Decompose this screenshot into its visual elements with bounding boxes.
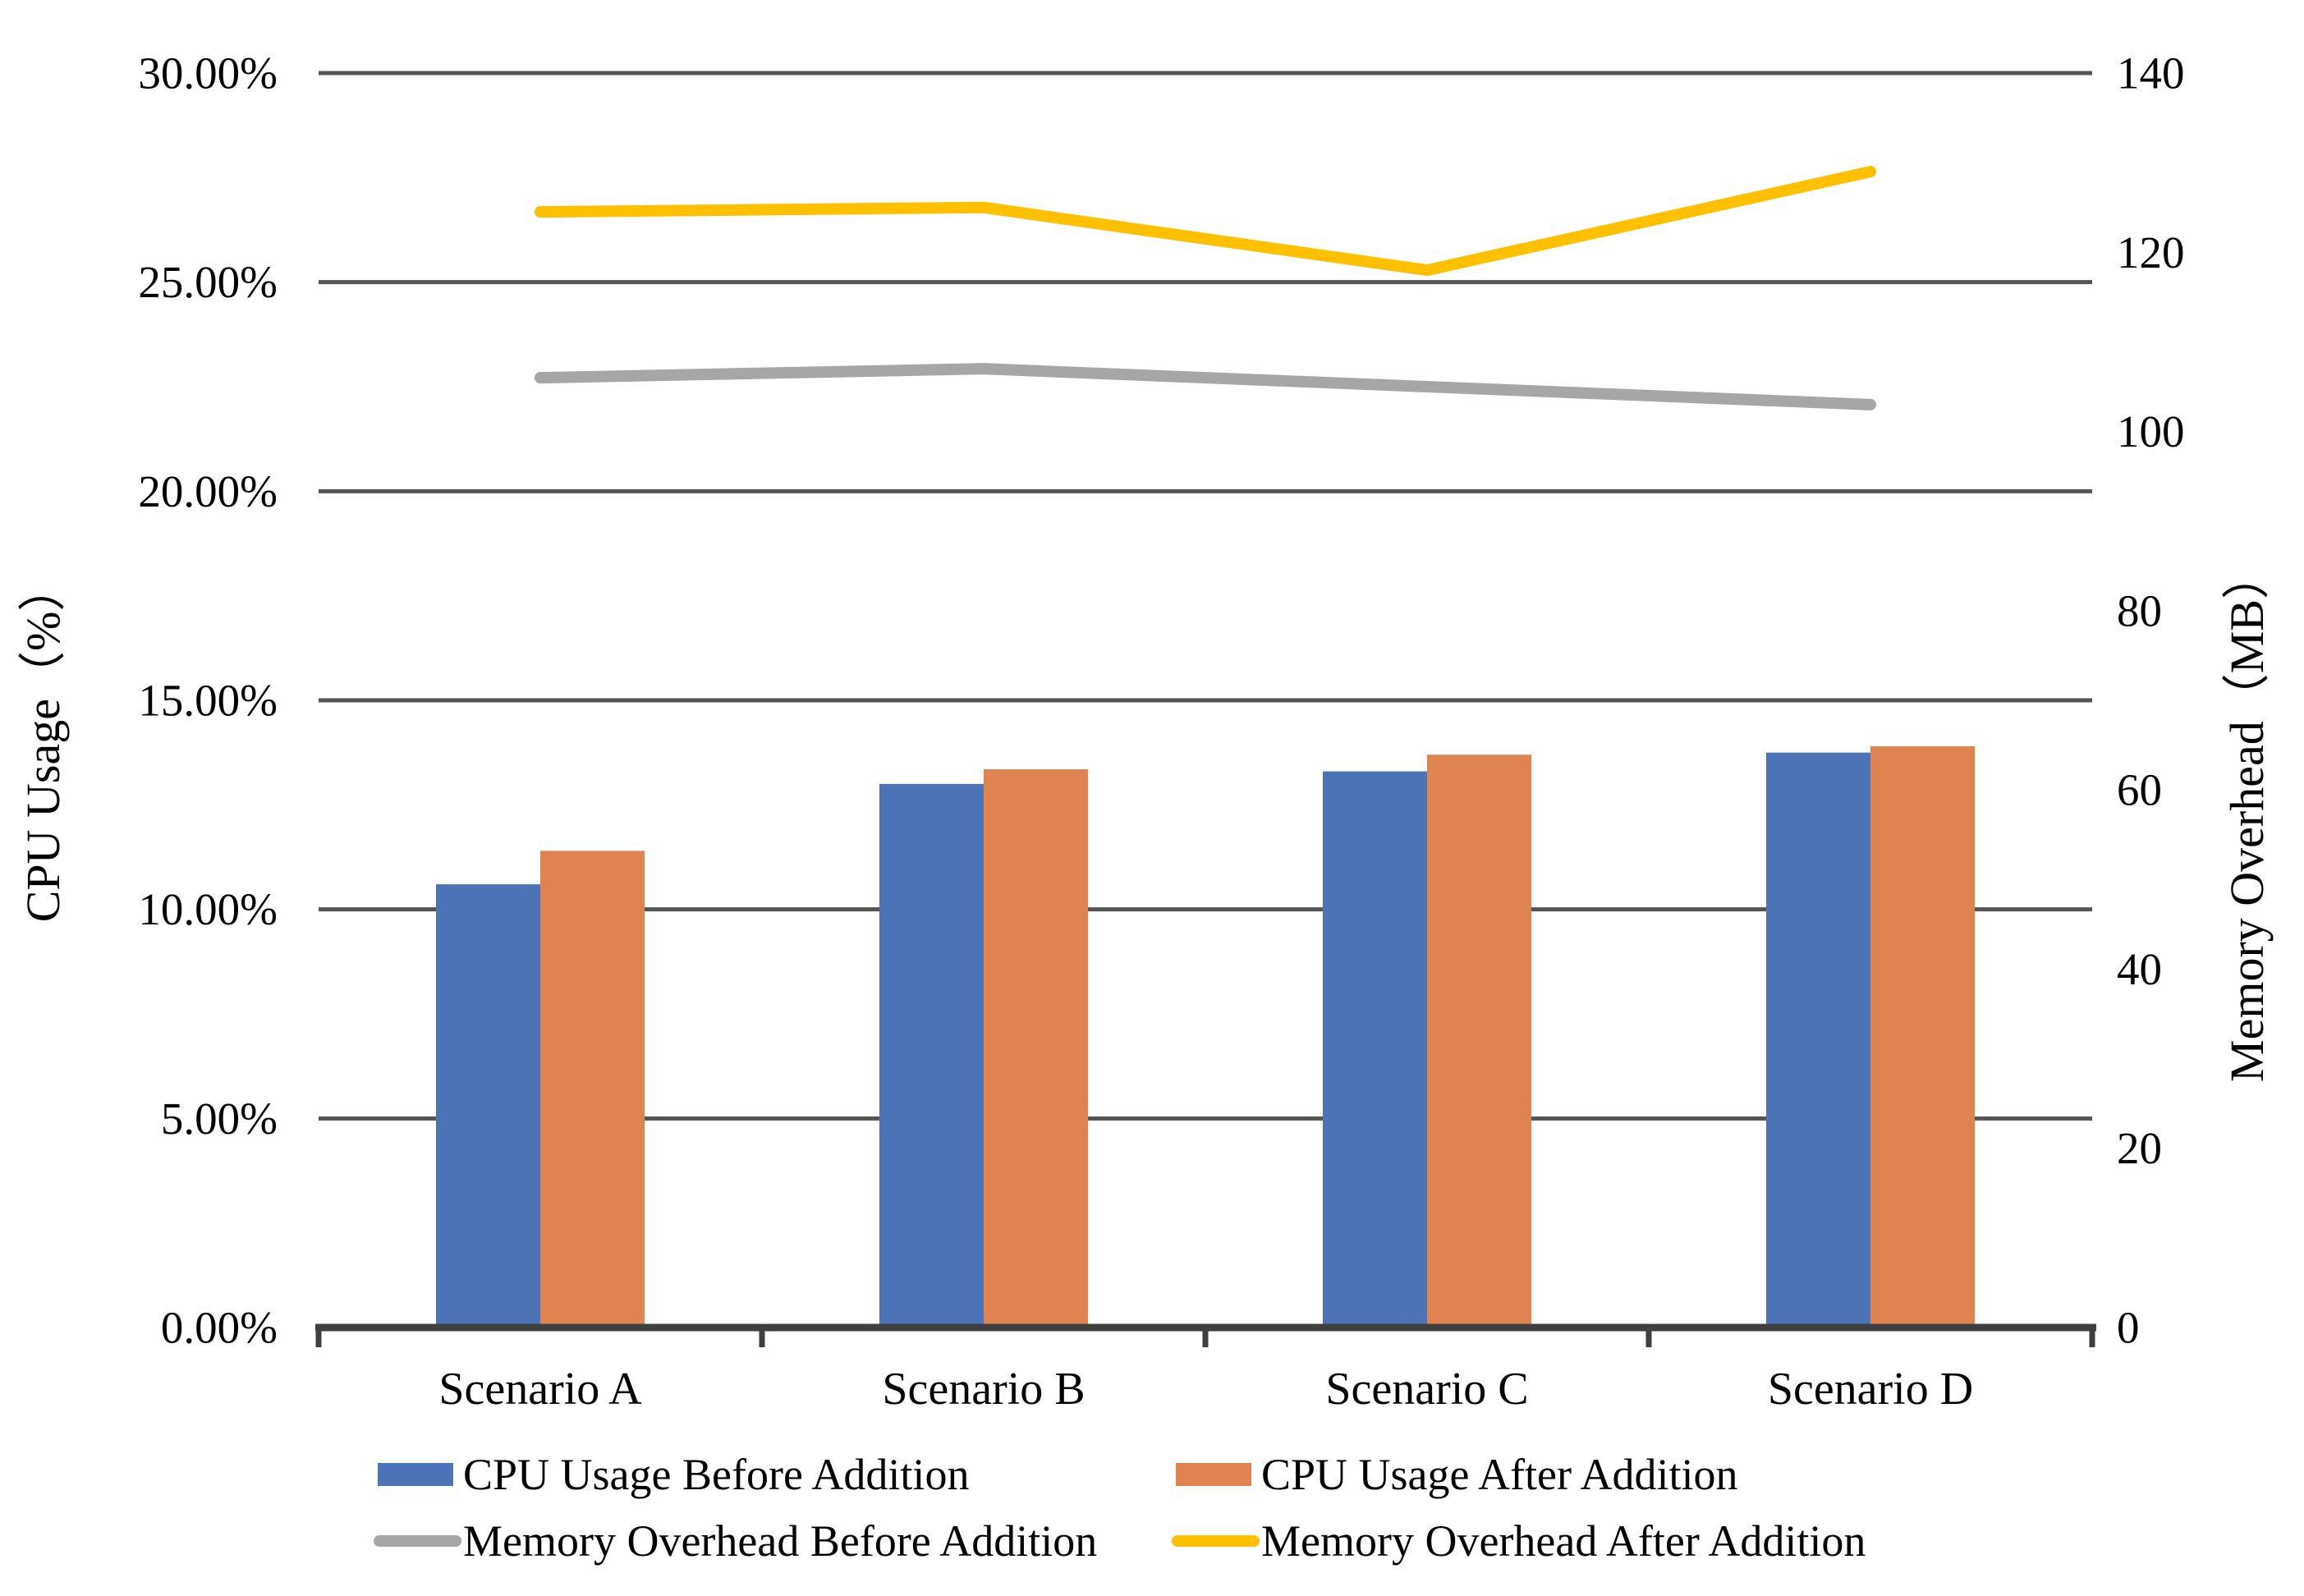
right-axis-title: Memory Overhead（MB） xyxy=(2220,552,2274,1082)
legend-bar-swatch xyxy=(378,1463,453,1486)
right-axis-tick-label: 140 xyxy=(2117,48,2185,99)
bar-series-group xyxy=(436,746,1975,1328)
bar xyxy=(984,769,1088,1328)
category-label: Scenario A xyxy=(438,1364,642,1415)
left-axis-title: CPU Usage（%） xyxy=(16,564,70,923)
left-axis-tick-label: 25.00% xyxy=(138,257,278,307)
bar xyxy=(436,884,540,1328)
series-line xyxy=(535,166,1876,277)
left-axis-tick-label: 20.00% xyxy=(138,466,278,516)
x-axis-group xyxy=(315,1323,2096,1347)
left-axis-tick-label: 5.00% xyxy=(161,1094,278,1144)
category-label: Scenario B xyxy=(882,1364,1085,1415)
legend-label: CPU Usage After Addition xyxy=(1261,1450,1737,1499)
legend-label: Memory Overhead After Addition xyxy=(1261,1516,1866,1566)
bar xyxy=(1427,754,1531,1328)
category-label: Scenario D xyxy=(1768,1364,1973,1415)
bar xyxy=(1766,752,1870,1328)
right-axis-tick-label: 40 xyxy=(2117,944,2162,994)
line-series-group xyxy=(535,166,1876,410)
legend-bar-swatch xyxy=(1176,1463,1251,1486)
bar xyxy=(1323,771,1427,1328)
legend-label: CPU Usage Before Addition xyxy=(463,1450,969,1499)
left-axis-tick-label: 30.00% xyxy=(138,48,278,99)
left-axis-tick-label: 0.00% xyxy=(161,1303,278,1353)
bar xyxy=(879,783,984,1328)
axis-tick-labels-group: 0.00% 5.00% 10.00% 15.00% 20.00% 25.00% 30.00%… xyxy=(138,48,2184,1353)
bar xyxy=(1870,746,1975,1328)
bar xyxy=(540,851,645,1328)
right-axis-tick-label: 120 xyxy=(2117,227,2185,277)
left-axis-tick-label: 15.00% xyxy=(138,676,278,726)
series-line xyxy=(535,363,1876,410)
right-axis-tick-label: 0 xyxy=(2117,1303,2140,1353)
right-axis-tick-label: 20 xyxy=(2117,1123,2162,1173)
category-label: Scenario C xyxy=(1325,1364,1528,1415)
left-axis-tick-label: 10.00% xyxy=(138,884,278,934)
right-axis-tick-label: 80 xyxy=(2117,585,2162,635)
right-axis-tick-label: 60 xyxy=(2117,765,2162,815)
legend-label: Memory Overhead Before Addition xyxy=(463,1516,1097,1566)
category-labels-group: Scenario A Scenario B Scenario C Scenario D xyxy=(438,1364,1973,1415)
legend-group: CPU Usage Before Addition CPU Usage After… xyxy=(374,1450,1866,1566)
right-axis-tick-label: 100 xyxy=(2117,406,2185,456)
